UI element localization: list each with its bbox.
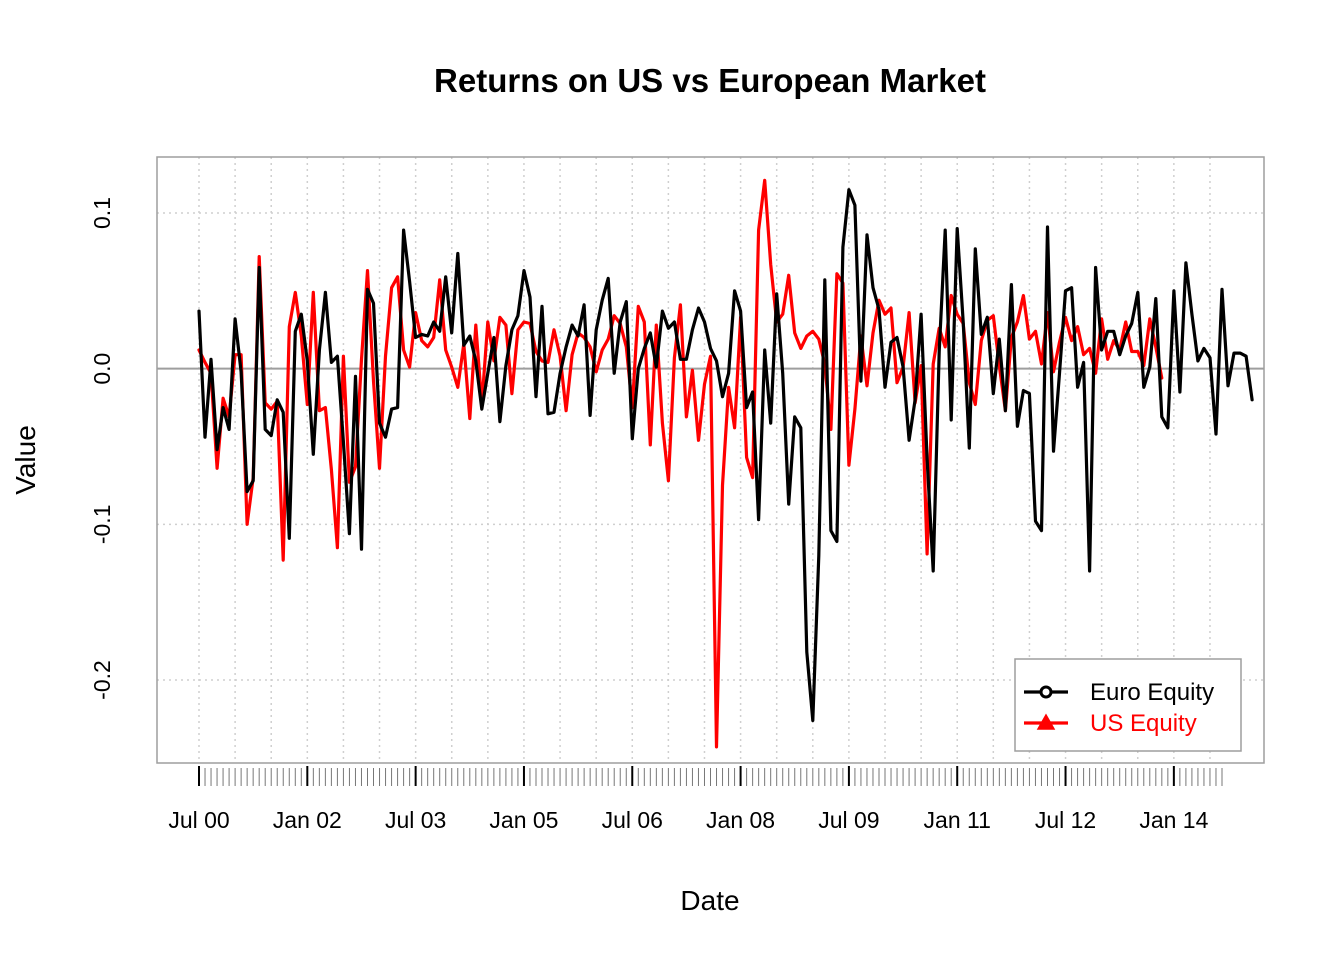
x-tick-label: Jul 03	[385, 807, 446, 833]
y-tick-label: -0.1	[89, 505, 115, 545]
y-tick-label: 0.1	[89, 197, 115, 229]
series-lines	[197, 178, 1254, 749]
x-tick-label: Jan 08	[706, 807, 775, 833]
x-tick-label: Jul 06	[602, 807, 663, 833]
x-tick-label: Jan 14	[1139, 807, 1208, 833]
legend-label-euro-equity: Euro Equity	[1090, 679, 1214, 706]
chart-title: Returns on US vs European Market	[434, 62, 986, 99]
y-axis: 0.1 0.0 -0.1 -0.2	[89, 197, 115, 700]
x-tick-label: Jan 11	[924, 807, 991, 833]
x-tick-label: Jan 05	[489, 807, 558, 833]
x-tick-label: Jan 02	[273, 807, 342, 833]
legend-box	[1014, 658, 1242, 752]
y-tick-label: -0.2	[89, 660, 115, 700]
plot-frame	[156, 156, 1265, 764]
euro-equity-series-line	[197, 188, 1254, 723]
x-tick-label: Jul 12	[1035, 807, 1096, 833]
x-axis: Jul 00 Jan 02 Jul 03 Jan 05 Jul 06 Jan 08 Jul …	[168, 766, 1223, 833]
legend-marker-us-equity	[1036, 713, 1056, 730]
y-axis-label: Value	[10, 425, 41, 495]
y-tick-label: 0.0	[89, 353, 115, 385]
legend: Euro Equity US Equity	[1014, 658, 1242, 752]
x-tick-label: Jul 00	[168, 807, 229, 833]
legend-marker-euro-equity	[1039, 685, 1053, 699]
legend-label-us-equity: US Equity	[1090, 710, 1197, 737]
x-tick-label: Jul 09	[818, 807, 879, 833]
x-axis-label: Date	[680, 885, 739, 916]
